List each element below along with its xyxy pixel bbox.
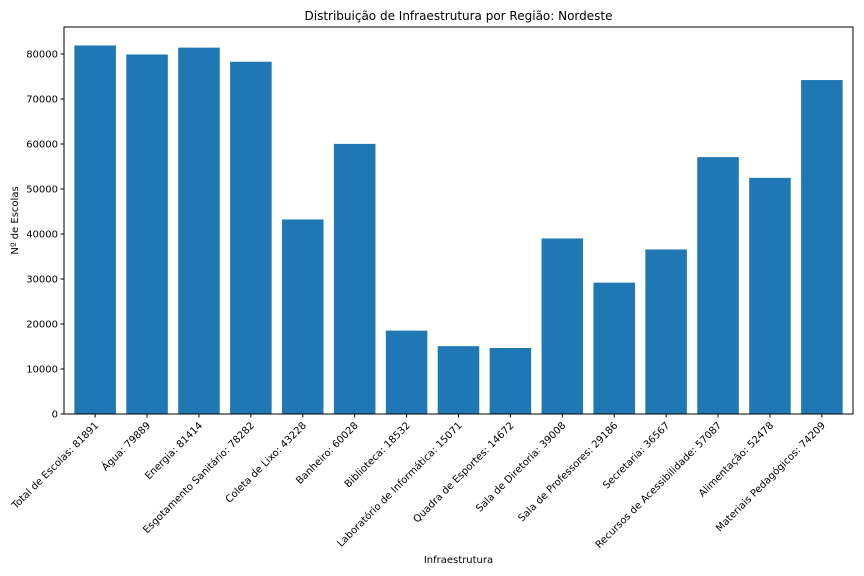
x-tick-label: Esgotamento Sanitário: 78282	[141, 420, 257, 536]
bar	[749, 177, 791, 414]
bars-group	[74, 45, 843, 415]
bar	[489, 347, 532, 414]
y-tick-label: 50000	[26, 185, 58, 196]
bar	[697, 157, 739, 414]
bar	[437, 346, 480, 414]
x-tick-label: Água: 79889	[99, 419, 153, 473]
bar	[385, 330, 428, 414]
bar	[178, 47, 220, 415]
bar	[541, 238, 584, 414]
y-tick-label: 60000	[26, 140, 58, 151]
bar	[230, 61, 272, 415]
x-tick-label: Quadra de Esportes: 14672	[412, 420, 517, 525]
y-tick-label: 40000	[26, 230, 58, 241]
x-tick-label: Sala de Diretoria: 39008	[474, 420, 568, 514]
y-tick-label: 0	[52, 410, 58, 421]
y-axis: 0 10000 20000 30000 40000 50000 60000 70000 8000…	[26, 50, 64, 421]
y-tick-label: 80000	[26, 50, 58, 61]
x-tick-label: Sala de Professores: 29186	[516, 420, 620, 524]
y-tick-label: 70000	[26, 95, 58, 106]
bar	[801, 80, 843, 414]
x-axis-label: Infraestrutura	[424, 555, 493, 566]
bar	[74, 45, 116, 414]
y-axis-label: Nº de Escolas	[10, 186, 21, 254]
y-tick-label: 20000	[26, 320, 58, 331]
bar	[645, 249, 687, 414]
x-tick-label: Materiais Pedagógicos: 74209	[713, 420, 828, 535]
y-tick-label: 30000	[26, 275, 58, 286]
bar	[282, 219, 324, 414]
bar	[126, 54, 168, 414]
y-tick-label: 10000	[26, 365, 58, 376]
bar	[593, 282, 635, 414]
plot-frame	[63, 26, 854, 415]
chart-title: Distribuição de Infraestrutura por Regiã…	[305, 9, 613, 23]
x-tick-label: Total de Escolas: 81891	[9, 420, 101, 512]
bar	[333, 143, 376, 414]
